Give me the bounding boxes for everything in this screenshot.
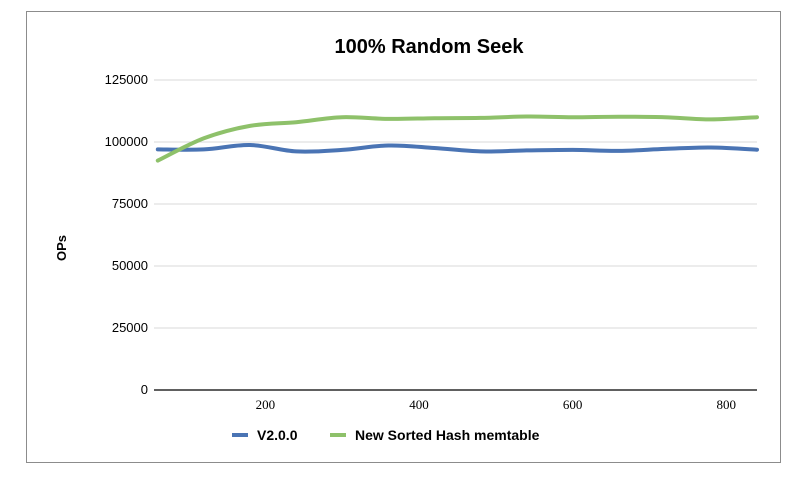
- y-axis-ticks: 0 25000 50000 75000 100000 125000: [105, 72, 148, 397]
- y-tick-label: 75000: [112, 196, 148, 211]
- chart-title: 100% Random Seek: [335, 36, 525, 58]
- y-tick-label: 25000: [112, 320, 148, 335]
- gridlines: [154, 79, 757, 391]
- y-tick-label: 125000: [105, 72, 148, 87]
- legend: V2.0.0 New Sorted Hash memtable: [232, 427, 540, 443]
- x-tick-label: 200: [256, 397, 276, 412]
- legend-label: V2.0.0: [257, 427, 298, 443]
- x-tick-label: 800: [717, 397, 737, 412]
- x-tick-label: 600: [563, 397, 583, 412]
- y-tick-label: 100000: [105, 134, 148, 149]
- y-tick-label: 0: [141, 382, 148, 397]
- line-chart: 100% Random Seek 0 25000 50000 75000 100000 1…: [54, 36, 759, 443]
- chart-container: 100% Random Seek 0 25000 50000 75000 100000 1…: [26, 11, 781, 463]
- series-lines: [155, 114, 759, 163]
- x-axis-ticks: 200 400 600 800: [256, 397, 736, 412]
- legend-label: New Sorted Hash memtable: [355, 427, 540, 443]
- series-line-1: [155, 142, 759, 154]
- x-tick-label: 400: [409, 397, 429, 412]
- y-tick-label: 50000: [112, 258, 148, 273]
- series-line-2: [155, 114, 759, 163]
- y-axis-label: OPs: [54, 235, 69, 261]
